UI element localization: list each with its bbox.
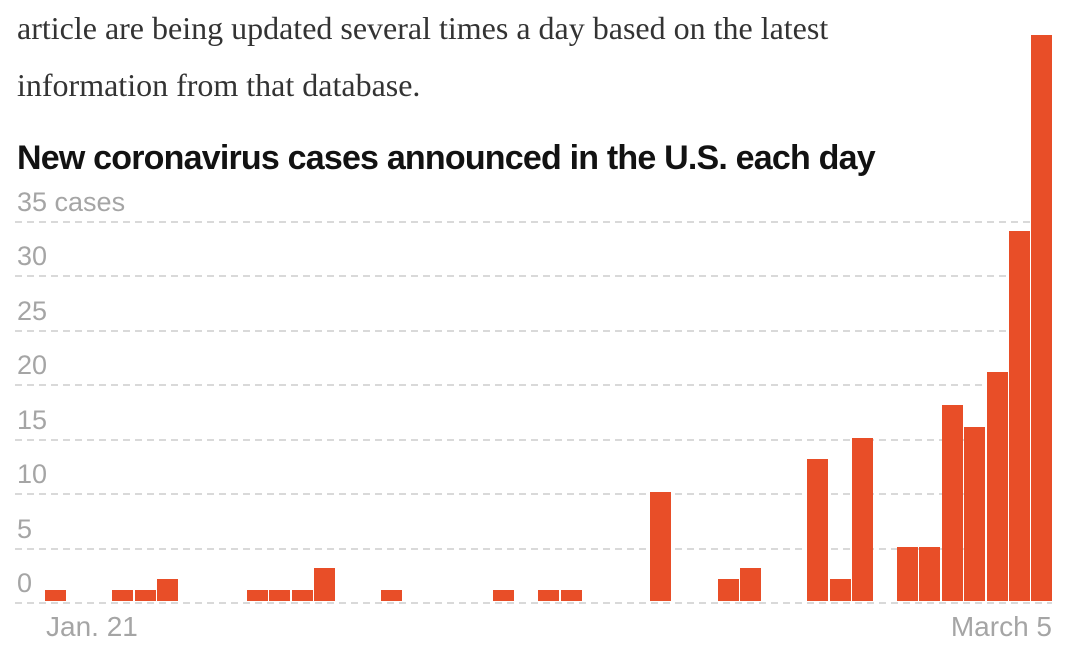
bar-jan-31	[269, 590, 290, 601]
gridline-5	[15, 548, 1052, 550]
bar-feb-28	[897, 547, 918, 601]
article-paragraph-line2: information from that database.	[17, 67, 421, 103]
bar-jan-25	[135, 590, 156, 601]
y-tick-label-30: 30	[17, 241, 48, 271]
gridline-15	[15, 439, 1052, 441]
bar-jan-24	[112, 590, 133, 601]
gridline-25	[15, 330, 1052, 332]
bar-feb-29	[919, 547, 940, 601]
bar-feb-17	[650, 492, 671, 601]
bar-feb-20	[718, 579, 739, 601]
gridline-20	[15, 384, 1052, 386]
gridline-35	[15, 221, 1052, 223]
bar-feb-2	[314, 568, 335, 601]
bar-feb-13	[561, 590, 582, 601]
gridline-10	[15, 493, 1052, 495]
y-tick-label-25: 25	[17, 296, 48, 326]
bar-march-5	[1031, 35, 1052, 601]
article-paragraph: article are being updated several times …	[17, 0, 1037, 114]
bar-jan-30	[247, 590, 268, 601]
bar-jan-26	[157, 579, 178, 601]
bar-march-3	[987, 372, 1008, 601]
bar-feb-5	[381, 590, 402, 601]
y-tick-label-5: 5	[17, 514, 33, 544]
y-tick-label-0: 0	[17, 568, 33, 598]
bar-march-2	[964, 427, 985, 601]
bar-feb-12	[538, 590, 559, 601]
y-tick-label-15: 15	[17, 405, 48, 435]
x-axis-label-start: Jan. 21	[46, 611, 138, 642]
bar-feb-26	[852, 438, 873, 601]
y-tick-label-20: 20	[17, 350, 48, 380]
y-tick-label-10: 10	[17, 459, 48, 489]
y-tick-label-35: 35 cases	[17, 187, 126, 217]
article-paragraph-line1: article are being updated several times …	[17, 10, 829, 46]
bar-feb-10	[493, 590, 514, 601]
chart-title: New coronavirus cases announced in the U…	[17, 139, 876, 177]
bar-feb-21	[740, 568, 761, 601]
x-axis-label-end: March 5	[950, 611, 1052, 642]
gridline-30	[15, 275, 1052, 277]
bar-feb-25	[830, 579, 851, 601]
bar-feb-1	[292, 590, 313, 601]
bar-jan-21	[45, 590, 66, 601]
bar-feb-24	[807, 459, 828, 601]
gridline-0	[15, 602, 1052, 604]
bar-march-4	[1009, 231, 1030, 601]
bar-march-1	[942, 405, 963, 601]
